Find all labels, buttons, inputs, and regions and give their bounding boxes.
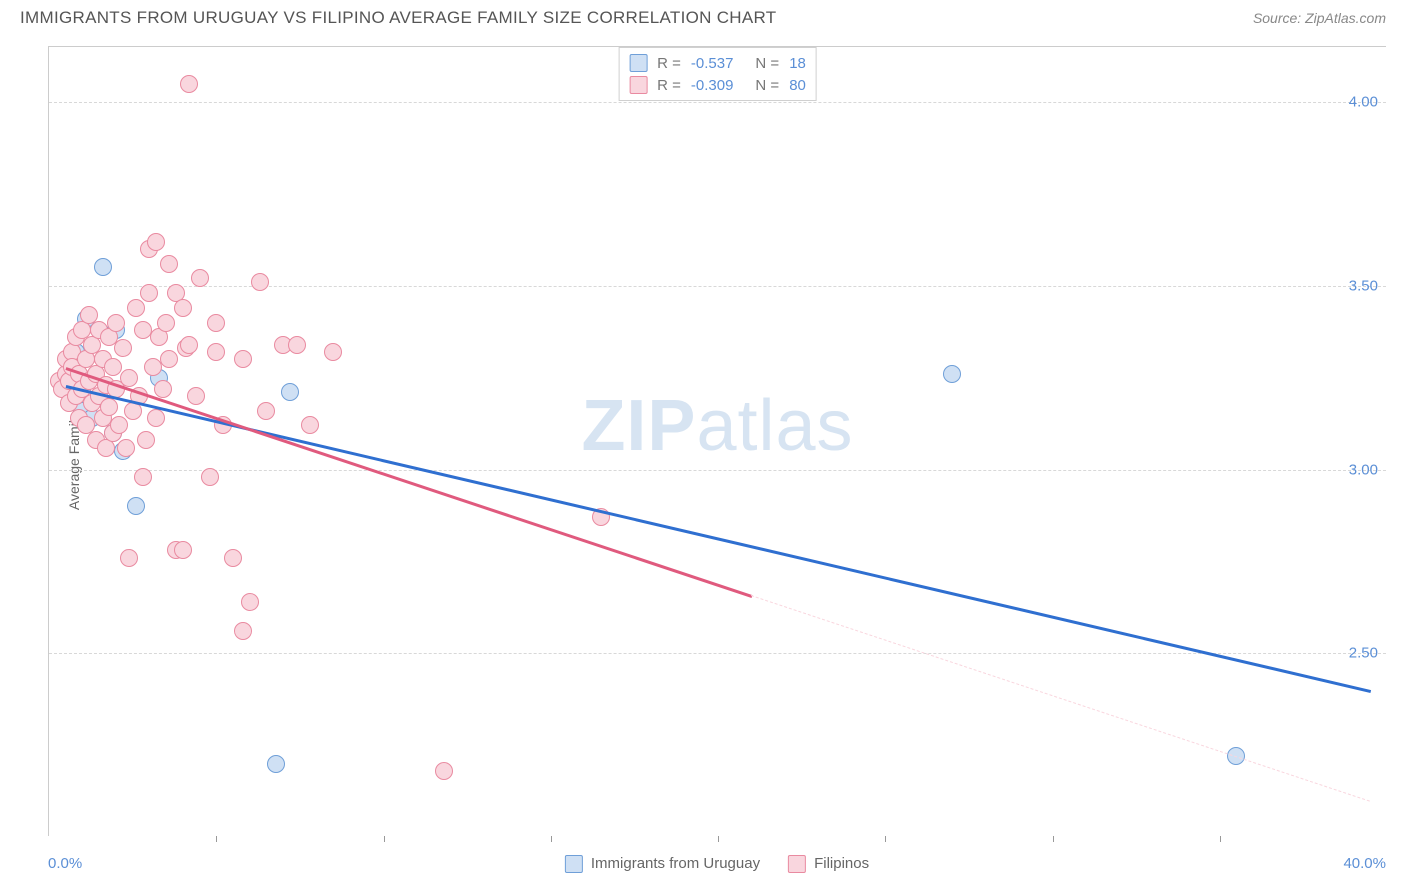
scatter-point bbox=[127, 299, 145, 317]
scatter-point bbox=[201, 468, 219, 486]
scatter-point bbox=[207, 343, 225, 361]
scatter-point bbox=[137, 431, 155, 449]
scatter-point bbox=[134, 468, 152, 486]
x-tick bbox=[216, 836, 217, 842]
scatter-point bbox=[187, 387, 205, 405]
legend-r-value: -0.537 bbox=[691, 55, 734, 72]
scatter-point bbox=[174, 299, 192, 317]
scatter-point bbox=[224, 549, 242, 567]
scatter-point bbox=[234, 622, 252, 640]
scatter-point bbox=[127, 497, 145, 515]
scatter-point bbox=[120, 369, 138, 387]
scatter-point bbox=[281, 383, 299, 401]
x-tick bbox=[885, 836, 886, 842]
scatter-point bbox=[144, 358, 162, 376]
scatter-point bbox=[160, 350, 178, 368]
x-axis-max: 40.0% bbox=[1343, 855, 1386, 872]
source-name: ZipAtlas.com bbox=[1305, 10, 1386, 26]
source-prefix: Source: bbox=[1253, 10, 1305, 26]
scatter-point bbox=[147, 409, 165, 427]
legend-n-label: N = bbox=[755, 55, 779, 72]
scatter-point bbox=[107, 314, 125, 332]
x-axis-min: 0.0% bbox=[48, 855, 82, 872]
regression-line bbox=[65, 367, 752, 597]
gridline bbox=[49, 286, 1386, 287]
scatter-point bbox=[160, 255, 178, 273]
legend-correlation-row: R = -0.309 N = 80 bbox=[629, 74, 806, 96]
y-tick-label: 2.50 bbox=[1349, 645, 1378, 662]
scatter-point bbox=[140, 284, 158, 302]
legend-n-value: 80 bbox=[789, 77, 806, 94]
scatter-point bbox=[104, 358, 122, 376]
scatter-point bbox=[147, 233, 165, 251]
chart-title: IMMIGRANTS FROM URUGUAY VS FILIPINO AVER… bbox=[20, 8, 776, 28]
legend-swatch bbox=[788, 855, 806, 873]
legend-series-label: Immigrants from Uruguay bbox=[591, 855, 760, 872]
legend-series-item: Immigrants from Uruguay bbox=[565, 855, 760, 873]
legend-r-label: R = bbox=[657, 77, 681, 94]
scatter-point bbox=[267, 755, 285, 773]
scatter-point bbox=[251, 273, 269, 291]
y-tick-label: 4.00 bbox=[1349, 94, 1378, 111]
legend-series-label: Filipinos bbox=[814, 855, 869, 872]
y-tick-label: 3.00 bbox=[1349, 461, 1378, 478]
scatter-point bbox=[207, 314, 225, 332]
scatter-point bbox=[301, 416, 319, 434]
x-tick bbox=[551, 836, 552, 842]
scatter-point bbox=[435, 762, 453, 780]
legend-n-value: 18 bbox=[789, 55, 806, 72]
scatter-point bbox=[114, 339, 132, 357]
scatter-point bbox=[191, 269, 209, 287]
legend-correlation-row: R = -0.537 N = 18 bbox=[629, 52, 806, 74]
legend-swatch bbox=[629, 76, 647, 94]
series-legend: Immigrants from Uruguay Filipinos bbox=[565, 855, 869, 873]
correlation-legend: R = -0.537 N = 18 R = -0.309 N = 80 bbox=[618, 47, 817, 101]
legend-n-label: N = bbox=[755, 77, 779, 94]
x-axis-row: 0.0% Immigrants from Uruguay Filipinos 40… bbox=[48, 855, 1386, 872]
legend-swatch bbox=[629, 54, 647, 72]
legend-swatch bbox=[565, 855, 583, 873]
scatter-point bbox=[241, 593, 259, 611]
scatter-point bbox=[234, 350, 252, 368]
legend-r-label: R = bbox=[657, 55, 681, 72]
source-attribution: Source: ZipAtlas.com bbox=[1253, 10, 1386, 26]
legend-r-value: -0.309 bbox=[691, 77, 734, 94]
x-tick bbox=[718, 836, 719, 842]
scatter-point bbox=[157, 314, 175, 332]
scatter-point bbox=[100, 398, 118, 416]
x-tick bbox=[1220, 836, 1221, 842]
scatter-point bbox=[154, 380, 172, 398]
scatter-point bbox=[943, 365, 961, 383]
regression-line bbox=[751, 595, 1370, 802]
scatter-point bbox=[174, 541, 192, 559]
scatter-point bbox=[117, 439, 135, 457]
scatter-point bbox=[180, 336, 198, 354]
legend-series-item: Filipinos bbox=[788, 855, 869, 873]
scatter-point bbox=[120, 549, 138, 567]
chart-plot-area: 2.503.003.504.00 ZIPatlas R = -0.537N = … bbox=[48, 46, 1386, 836]
gridline bbox=[49, 653, 1386, 654]
gridline bbox=[49, 102, 1386, 103]
scatter-point bbox=[94, 258, 112, 276]
scatter-point bbox=[324, 343, 342, 361]
scatter-point bbox=[110, 416, 128, 434]
scatter-point bbox=[134, 321, 152, 339]
scatter-point bbox=[288, 336, 306, 354]
scatter-point bbox=[180, 75, 198, 93]
y-tick-label: 3.50 bbox=[1349, 277, 1378, 294]
scatter-point bbox=[257, 402, 275, 420]
x-tick bbox=[384, 836, 385, 842]
gridline bbox=[49, 470, 1386, 471]
x-tick bbox=[1053, 836, 1054, 842]
